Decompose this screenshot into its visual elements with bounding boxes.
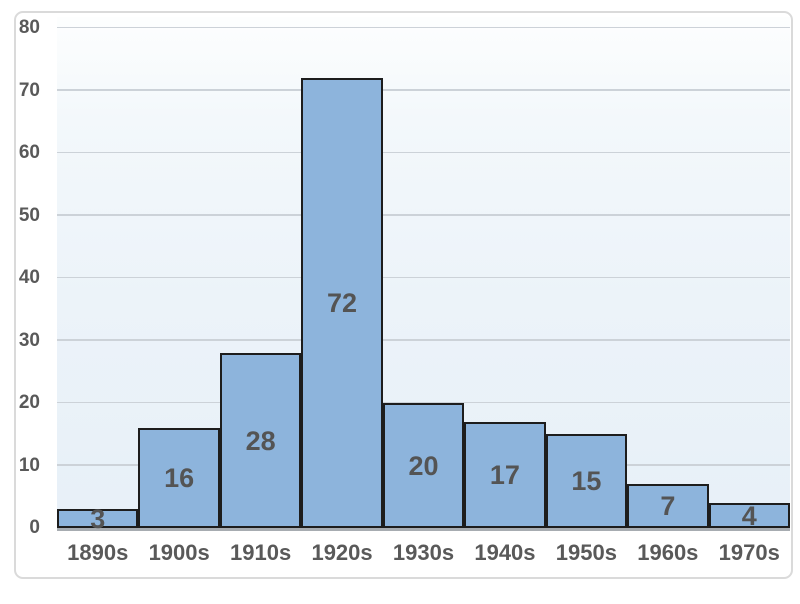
bar <box>301 78 383 528</box>
bar <box>627 484 709 528</box>
bar <box>138 428 220 528</box>
bar <box>464 421 546 528</box>
gridline <box>57 401 790 403</box>
gridline <box>57 26 790 28</box>
plot-area <box>57 17 790 531</box>
gridline <box>57 89 790 91</box>
gridline <box>57 276 790 278</box>
gridline <box>57 151 790 153</box>
gridline <box>57 339 790 341</box>
bar <box>708 503 790 528</box>
bar <box>219 353 302 528</box>
bar <box>545 434 628 528</box>
gridline <box>57 214 790 216</box>
bar <box>382 403 465 528</box>
bar <box>57 509 139 528</box>
